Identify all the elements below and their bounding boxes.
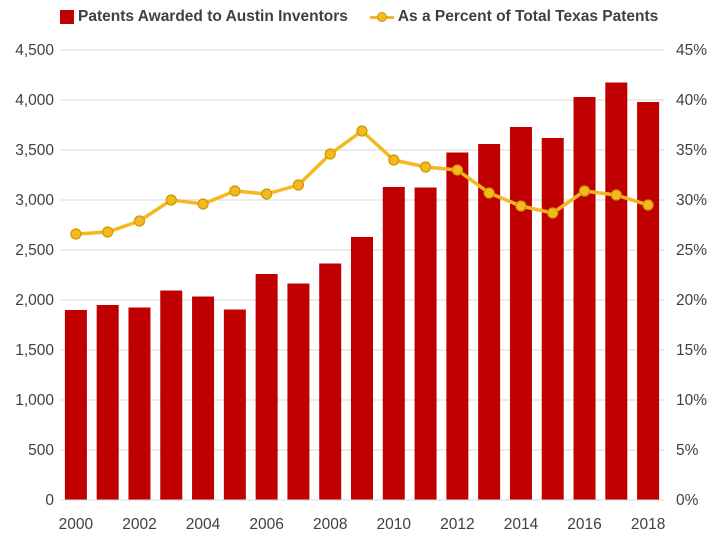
bar bbox=[637, 102, 660, 500]
line-point bbox=[642, 199, 654, 211]
line-point bbox=[483, 187, 495, 199]
x-tick-label: 2016 bbox=[567, 516, 601, 533]
bar bbox=[160, 290, 183, 500]
line-point bbox=[578, 185, 591, 197]
legend-item-patents: Patents Awarded to Austin Inventors bbox=[60, 8, 348, 26]
y-left-tick-label: 500 bbox=[28, 442, 54, 459]
line-point bbox=[261, 188, 273, 200]
x-tick-label: 2010 bbox=[377, 516, 412, 533]
line-point bbox=[547, 207, 559, 219]
legend-item-percent: As a Percent of Total Texas Patents bbox=[369, 8, 659, 26]
y-right-tick-label: 25% bbox=[676, 242, 707, 259]
axes: 0 0% 500 5% 1,000 10% 1,500 15% 2,000 20% 2,500 25%… bbox=[15, 42, 707, 533]
bar bbox=[192, 296, 215, 500]
bar bbox=[287, 283, 310, 500]
y-right-tick-label: 35% bbox=[676, 142, 707, 159]
y-left-tick-label: 2,500 bbox=[15, 242, 54, 259]
bar bbox=[541, 138, 564, 500]
bar bbox=[605, 82, 628, 500]
line-point bbox=[70, 228, 82, 240]
x-tick-label: 2008 bbox=[313, 516, 347, 533]
y-right-tick-label: 45% bbox=[676, 42, 707, 59]
y-left-tick-label: 3,000 bbox=[15, 192, 54, 209]
line-point bbox=[610, 189, 622, 201]
y-left-tick-label: 3,500 bbox=[15, 142, 54, 159]
line-point bbox=[324, 148, 336, 160]
bar bbox=[64, 310, 87, 500]
line-point bbox=[197, 198, 209, 210]
legend-label-percent: As a Percent of Total Texas Patents bbox=[397, 8, 659, 25]
bar bbox=[478, 144, 501, 500]
line-point bbox=[451, 164, 463, 176]
y-right-tick-label: 20% bbox=[676, 292, 707, 309]
bar bbox=[573, 97, 596, 500]
bar bbox=[414, 187, 437, 500]
bar bbox=[382, 187, 405, 500]
y-left-tick-label: 4,000 bbox=[15, 92, 54, 109]
y-right-tick-label: 40% bbox=[676, 92, 707, 109]
line-point bbox=[165, 194, 177, 206]
y-right-tick-label: 5% bbox=[676, 442, 699, 459]
y-left-tick-label: 1,500 bbox=[15, 342, 54, 359]
y-left-tick-label: 4,500 bbox=[15, 42, 54, 59]
legend-bar-swatch bbox=[60, 10, 74, 24]
x-tick-label: 2012 bbox=[440, 516, 474, 533]
line-point bbox=[133, 215, 146, 227]
x-tick-label: 2004 bbox=[186, 516, 221, 533]
line-point bbox=[356, 125, 368, 137]
line-point bbox=[515, 200, 527, 212]
y-left-tick-label: 1,000 bbox=[15, 392, 54, 409]
line-point bbox=[419, 161, 432, 173]
y-right-tick-label: 0% bbox=[676, 492, 699, 509]
legend: Patents Awarded to Austin Inventors As a… bbox=[60, 8, 680, 26]
bar bbox=[509, 127, 532, 500]
bar bbox=[223, 309, 246, 500]
legend-label-patents: Patents Awarded to Austin Inventors bbox=[78, 8, 348, 25]
bar bbox=[96, 305, 119, 500]
bar bbox=[446, 152, 469, 500]
y-right-tick-label: 10% bbox=[676, 392, 707, 409]
legend-line-swatch bbox=[369, 10, 394, 24]
x-tick-label: 2002 bbox=[122, 516, 156, 533]
bar bbox=[128, 307, 151, 500]
x-tick-label: 2006 bbox=[249, 516, 283, 533]
x-tick-label: 2018 bbox=[631, 516, 665, 533]
line-point bbox=[292, 179, 305, 191]
bar bbox=[255, 274, 278, 500]
line-point bbox=[229, 185, 241, 197]
line-point bbox=[388, 154, 400, 166]
bar-series bbox=[64, 82, 660, 500]
y-right-tick-label: 15% bbox=[676, 342, 707, 359]
x-tick-label: 2014 bbox=[504, 516, 539, 533]
bar bbox=[351, 237, 373, 500]
line-series bbox=[70, 125, 654, 240]
y-left-tick-label: 0 bbox=[45, 492, 54, 509]
bar bbox=[319, 263, 342, 500]
line-point bbox=[102, 226, 114, 238]
y-right-tick-label: 30% bbox=[676, 192, 707, 209]
x-tick-label: 2000 bbox=[59, 516, 94, 533]
y-left-tick-label: 2,000 bbox=[15, 292, 54, 309]
